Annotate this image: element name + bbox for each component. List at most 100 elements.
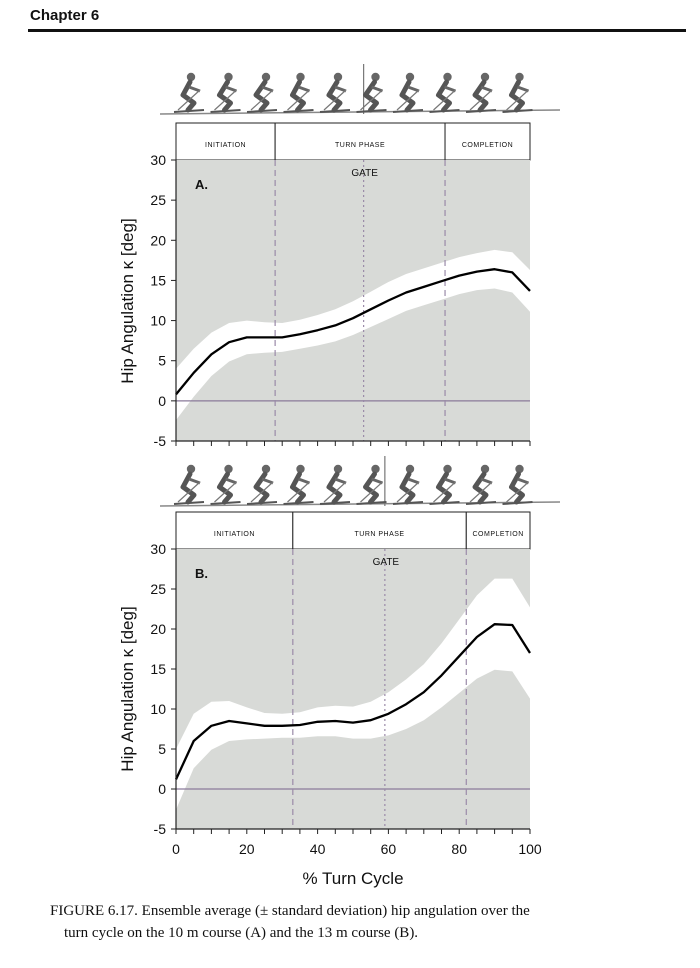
y-axis-title: Hip Angulation κ [deg] xyxy=(118,218,137,383)
skier-pole xyxy=(177,481,201,503)
phase-box xyxy=(444,122,531,161)
gate-label: GATE xyxy=(351,168,378,179)
skier-pole xyxy=(287,89,310,111)
skier-pole xyxy=(323,481,347,503)
skier-body xyxy=(217,79,233,113)
skier-ski xyxy=(465,109,497,113)
skier-body xyxy=(363,79,379,113)
phase-label: TURN PHASE xyxy=(354,531,404,538)
skier-ski xyxy=(319,501,351,505)
skier-head xyxy=(443,464,452,474)
skier-head xyxy=(371,72,380,82)
skier-pole xyxy=(287,481,310,503)
skier-head xyxy=(224,464,233,474)
skier-arm xyxy=(370,85,384,93)
skier-ski xyxy=(392,109,424,113)
y-tick-label: 20 xyxy=(150,232,166,248)
skier-body xyxy=(509,471,525,505)
skier-head xyxy=(405,464,415,474)
skier-ski xyxy=(283,109,314,113)
skier-head xyxy=(261,464,271,474)
y-axis-title: Hip Angulation κ [deg] xyxy=(118,606,137,771)
skier-head xyxy=(333,464,343,474)
skier-ski xyxy=(429,501,460,505)
skier-pole xyxy=(506,481,529,503)
skier-arm xyxy=(480,477,493,485)
x-axis-title: % Turn Cycle xyxy=(302,869,403,888)
skier-body xyxy=(436,79,452,113)
skier-body xyxy=(180,471,197,505)
figure-caption: FIGURE 6.17. Ensemble average (± standar… xyxy=(50,900,670,944)
skier-pole xyxy=(323,89,347,111)
skier-pole xyxy=(360,89,383,111)
skier-arm xyxy=(334,477,347,485)
skier-strip-illustration xyxy=(159,64,561,115)
x-tick-label: 20 xyxy=(239,841,255,857)
y-tick-label: -5 xyxy=(154,821,167,837)
skier-ski xyxy=(246,501,278,505)
skier-head xyxy=(261,72,271,82)
y-tick-label: 10 xyxy=(150,313,166,329)
skier-head xyxy=(515,72,524,82)
panel-label: A. xyxy=(195,177,208,192)
skier-arm xyxy=(188,477,201,485)
y-tick-label: 15 xyxy=(150,661,166,677)
skier-arm xyxy=(224,477,238,485)
phase-box xyxy=(274,122,446,161)
chapter-heading: Chapter 6 xyxy=(30,7,100,24)
skier-head xyxy=(296,72,305,82)
skier-pole xyxy=(469,89,493,111)
skier-head xyxy=(186,72,196,82)
skier-pole xyxy=(396,89,420,111)
y-tick-label: 30 xyxy=(150,152,166,168)
phase-label: INITIATION xyxy=(205,142,246,149)
y-tick-label: 5 xyxy=(158,353,166,369)
skier-pole xyxy=(433,89,456,111)
header-rule xyxy=(28,29,686,32)
skier-head xyxy=(405,72,415,82)
skier-body xyxy=(290,471,306,505)
skier-arm xyxy=(407,85,420,93)
skier-head xyxy=(333,72,343,82)
gate-label: GATE xyxy=(373,557,400,568)
skier-ski xyxy=(210,109,241,113)
skier-arm xyxy=(443,85,457,93)
skier-arm xyxy=(297,477,311,485)
x-tick-label: 80 xyxy=(451,841,467,857)
y-tick-label: 15 xyxy=(150,272,166,288)
skier-head xyxy=(480,72,490,82)
skier-arm xyxy=(188,85,201,93)
skier-pole xyxy=(177,89,201,111)
skier-body xyxy=(509,79,525,113)
figure-canvas: INITIATION TURN PHASE COMPLETION GATE 30 25 20… xyxy=(118,64,561,888)
skier-pole xyxy=(214,89,237,111)
skier-pole xyxy=(250,481,274,503)
skier-head xyxy=(443,72,452,82)
skier-pole xyxy=(506,89,529,111)
skier-arm xyxy=(480,85,493,93)
plot-area xyxy=(176,160,530,441)
phase-label: TURN PHASE xyxy=(335,142,385,149)
phase-box xyxy=(292,511,467,550)
skier-body xyxy=(253,79,270,113)
skier-body xyxy=(180,79,197,113)
skier-ski xyxy=(246,109,278,113)
skier-arm xyxy=(370,477,384,485)
sd-band xyxy=(176,578,530,810)
skier-ski xyxy=(356,501,387,505)
caption-line-1: FIGURE 6.17. Ensemble average (± standar… xyxy=(50,903,530,919)
skier-ski xyxy=(502,109,533,113)
skier-pole xyxy=(214,481,237,503)
phase-label: INITIATION xyxy=(214,531,255,538)
skier-body xyxy=(363,471,379,505)
skier-body xyxy=(472,79,489,113)
y-tick-label: 20 xyxy=(150,621,166,637)
x-tick-label: 100 xyxy=(518,841,542,857)
y-tick-label: 0 xyxy=(158,781,166,797)
panel-label: B. xyxy=(195,566,208,581)
x-tick-label: 40 xyxy=(310,841,326,857)
y-tick-label: -5 xyxy=(154,433,167,449)
skier-body xyxy=(326,471,343,505)
skier-head xyxy=(371,464,380,474)
skier-arm xyxy=(334,85,347,93)
